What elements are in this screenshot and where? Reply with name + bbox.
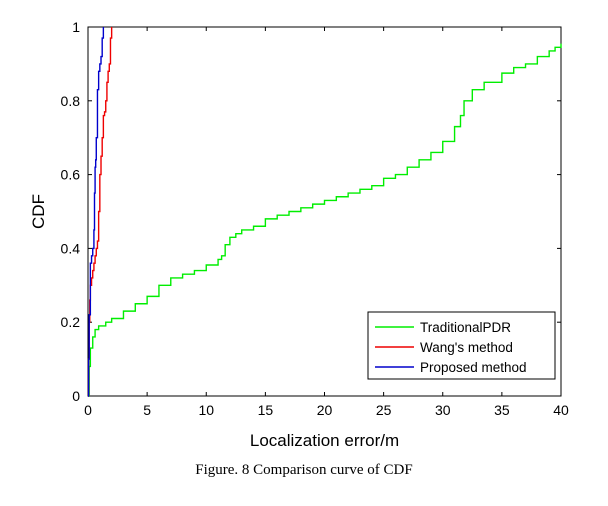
x-tick-label: 30 [435,402,451,418]
y-axis-label: CDF [29,194,48,229]
y-tick-label: 0 [72,388,80,404]
x-tick-label: 40 [553,402,569,418]
legend-box [367,311,556,380]
x-tick-label: 25 [376,402,392,418]
x-tick-label: 20 [317,402,333,418]
y-tick-label: 0.6 [61,167,81,183]
y-tick-label: 0.4 [61,240,81,256]
legend-entries: TraditionalPDR Wang's method Proposed meth… [375,320,527,375]
legend-label-wang-s-method: Wang's method [420,340,513,355]
figure-caption: Figure. 8 Comparison curve of CDF [195,462,413,478]
series-line-proposed-method [87,27,105,397]
legend: TraditionalPDR Wang's method Proposed meth… [367,311,556,380]
series-layer [87,27,562,397]
y-tick-label: 0.2 [61,314,81,330]
series-line-traditionalpdr [88,43,562,397]
x-tick-label: 5 [143,402,151,418]
x-tick-label: 10 [198,402,214,418]
x-tick-label: 15 [258,402,274,418]
x-tick-label: 0 [84,402,92,418]
x-tick-label: 35 [494,402,510,418]
axis-ticks: 0 5 10 15 20 25 30 35 40 0 0.2 0.4 0.6 0.8 1 [61,19,569,418]
legend-label-traditionalpdr: TraditionalPDR [420,320,511,335]
legend-label-proposed-method: Proposed method [420,360,527,375]
y-tick-label: 0.8 [61,93,81,109]
x-axis-label: Localization error/m [250,431,399,450]
y-tick-label: 1 [72,19,80,35]
